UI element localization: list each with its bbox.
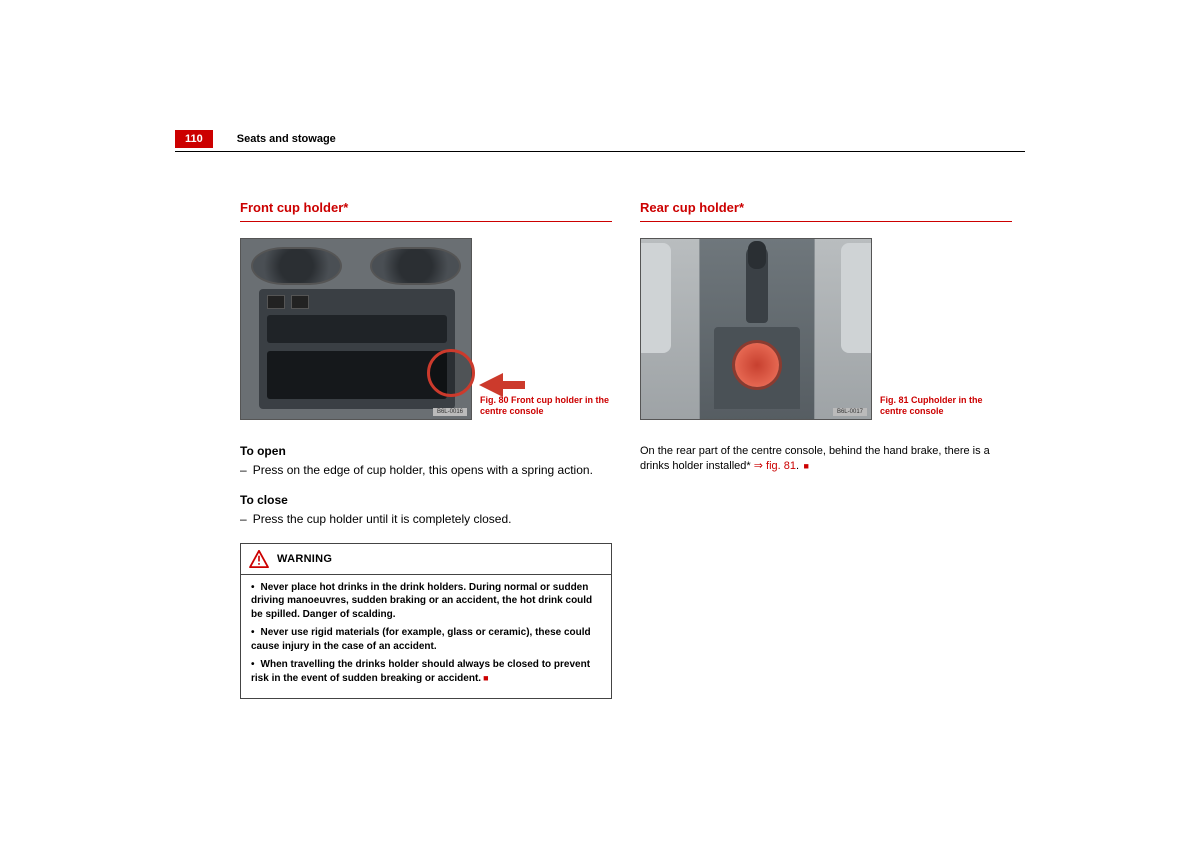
page: 110 Seats and stowage Front cup holder*	[175, 130, 1025, 699]
front-cup-holder-heading: Front cup holder*	[240, 200, 612, 222]
figure-80-row: B6L-0016 Fig. 80 Front cup holder in the…	[240, 238, 612, 420]
warning-body: •Never place hot drinks in the drink hol…	[241, 575, 611, 699]
right-column: Rear cup holder* B6L-0017 Fig. 81	[640, 200, 1012, 699]
fig-81-reference: ⇒ fig. 81	[754, 460, 796, 472]
page-number: 110	[175, 130, 213, 148]
figure-80-code: B6L-0016	[433, 408, 467, 416]
air-vents	[251, 247, 461, 285]
figure-81-row: B6L-0017 Fig. 81 Cupholder in the centre…	[640, 238, 1012, 420]
to-open-text: –Press on the edge of cup holder, this o…	[240, 462, 612, 479]
to-close-heading: To close	[240, 493, 612, 507]
to-close-text: –Press the cup holder until it is comple…	[240, 511, 612, 528]
hazard-button-icon	[267, 295, 285, 309]
content-columns: Front cup holder*	[175, 200, 1025, 699]
figure-81-code: B6L-0017	[833, 408, 867, 416]
figure-80-caption: Fig. 80 Front cup holder in the centre c…	[480, 395, 612, 420]
warning-title: WARNING	[277, 553, 332, 565]
warning-item-3: When travelling the drinks holder should…	[251, 659, 590, 684]
figure-80-image: B6L-0016	[240, 238, 472, 420]
cup-tray	[714, 327, 800, 409]
to-open-heading: To open	[240, 444, 612, 458]
warning-item-2: Never use rigid materials (for example, …	[251, 627, 591, 652]
rear-text-prefix: On the rear part of the centre console, …	[640, 445, 990, 472]
figure-81-image: B6L-0017	[640, 238, 872, 420]
rear-cup-holder-heading: Rear cup holder*	[640, 200, 1012, 222]
to-open-line: Press on the edge of cup holder, this op…	[253, 463, 593, 477]
rear-console	[699, 239, 815, 420]
to-close-line: Press the cup holder until it is complet…	[253, 512, 512, 526]
warning-item-1: Never place hot drinks in the drink hold…	[251, 582, 592, 620]
warning-header: WARNING	[241, 544, 611, 575]
centre-console-panel	[259, 289, 455, 409]
rear-cup-highlight-icon	[735, 343, 779, 387]
section-title: Seats and stowage	[237, 133, 336, 145]
figure-81-caption: Fig. 81 Cupholder in the centre console	[880, 395, 1012, 420]
seat-right-icon	[841, 243, 872, 353]
end-mark-icon: ■	[801, 461, 809, 471]
rear-text-suffix: .	[796, 460, 799, 472]
page-header: 110 Seats and stowage	[175, 130, 1025, 152]
dash-button-icon	[291, 295, 309, 309]
rear-description: On the rear part of the centre console, …	[640, 444, 1012, 475]
cup-ring-icon	[427, 349, 475, 397]
warning-box: WARNING •Never place hot drinks in the d…	[240, 543, 612, 700]
end-mark-icon: ■	[483, 673, 488, 683]
seat-left-icon	[640, 243, 671, 353]
left-column: Front cup holder*	[240, 200, 612, 699]
warning-triangle-icon	[249, 550, 269, 568]
